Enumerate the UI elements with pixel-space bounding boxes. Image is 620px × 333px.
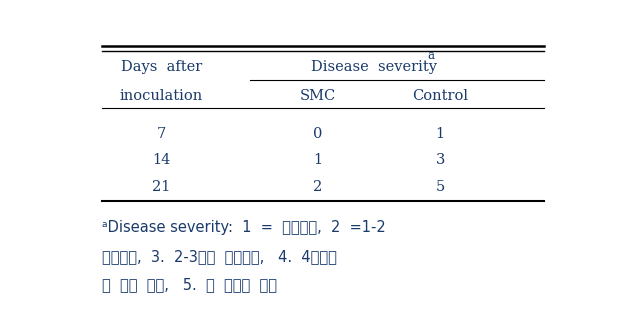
Text: Days  after: Days after xyxy=(121,60,202,74)
Text: inoculation: inoculation xyxy=(120,89,203,103)
Text: 1: 1 xyxy=(313,154,322,167)
Text: 0: 0 xyxy=(313,127,322,141)
Text: SMC: SMC xyxy=(299,89,336,103)
Text: 14: 14 xyxy=(153,154,171,167)
Text: Control: Control xyxy=(412,89,468,103)
Text: 5: 5 xyxy=(436,180,445,194)
Text: 2: 2 xyxy=(313,180,322,194)
Text: 3: 3 xyxy=(436,154,445,167)
Text: Disease  severity: Disease severity xyxy=(311,60,437,74)
Text: 1: 1 xyxy=(436,127,445,141)
Text: 잎이시듦,  3.  2-3개의  잎이시듦,   4.  4개이상: 잎이시듦, 3. 2-3개의 잎이시듦, 4. 4개이상 xyxy=(102,249,337,264)
Text: ᵃDisease severity:  1  =  병징없음,  2  =1-2: ᵃDisease severity: 1 = 병징없음, 2 =1-2 xyxy=(102,220,385,235)
Text: 의  잎이  시듦,   5.  잎  전체가  시듦: 의 잎이 시듦, 5. 잎 전체가 시듦 xyxy=(102,277,277,292)
Text: 21: 21 xyxy=(153,180,171,194)
Text: a: a xyxy=(427,49,434,62)
Text: 7: 7 xyxy=(157,127,166,141)
